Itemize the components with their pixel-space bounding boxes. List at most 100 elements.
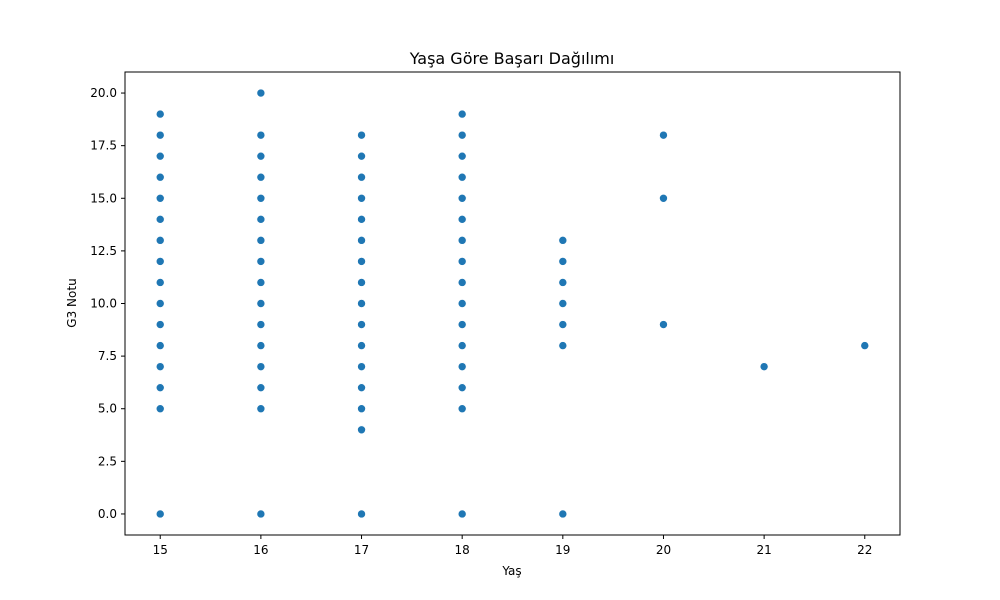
data-point-17-14 (357, 215, 366, 224)
data-point-19-8 (558, 341, 568, 350)
x-tick-label: 16 (253, 543, 268, 557)
x-tick-label: 17 (354, 543, 369, 557)
data-point-15-5 (155, 404, 165, 414)
data-point-15-10 (155, 299, 165, 308)
data-point-17-8 (357, 341, 366, 350)
data-point-16-14 (256, 215, 266, 224)
data-point-15-18 (155, 130, 165, 140)
data-point-20-15 (659, 193, 668, 203)
data-point-17-17 (357, 151, 366, 161)
data-point-16-15 (256, 193, 266, 203)
data-point-16-18 (256, 130, 266, 140)
data-point-19-10 (558, 299, 568, 308)
x-tick-label: 20 (656, 543, 671, 557)
data-point-17-12 (357, 257, 366, 266)
data-point-17-9 (357, 320, 366, 329)
x-tick-label: 19 (555, 543, 570, 557)
data-point-16-7 (256, 362, 266, 371)
y-tick-label: 0.0 (98, 507, 117, 521)
data-point-16-11 (256, 278, 266, 287)
data-point-19-12 (558, 257, 568, 266)
data-point-18-6 (457, 383, 467, 392)
x-axis: 15 16 17 18 19 20 21 22 (153, 535, 872, 557)
y-tick-label: 15.0 (90, 191, 117, 205)
chart-title: Yaşa Göre Başarı Dağılımı (409, 49, 615, 68)
y-tick-label: 2.5 (98, 454, 117, 468)
x-tick-label: 22 (857, 543, 872, 557)
data-point-22-8 (860, 341, 870, 350)
data-point-16-0 (256, 509, 266, 519)
data-point-15-14 (155, 215, 165, 224)
data-point-15-19 (155, 109, 165, 119)
data-point-19-0 (558, 509, 568, 519)
data-point-15-13 (155, 236, 165, 245)
x-tick-label: 18 (455, 543, 470, 557)
data-point-16-20 (256, 88, 266, 98)
y-tick-label: 12.5 (90, 244, 117, 258)
data-point-18-12 (457, 257, 467, 266)
x-tick-label: 21 (756, 543, 771, 557)
data-point-18-9 (457, 320, 467, 329)
x-tick-label: 15 (153, 543, 168, 557)
plot-frame (124, 71, 901, 536)
data-points (155, 88, 870, 519)
data-point-15-9 (155, 320, 165, 329)
data-point-19-11 (558, 278, 568, 287)
data-point-17-13 (357, 236, 366, 245)
data-point-17-7 (357, 362, 366, 371)
data-point-15-11 (155, 278, 165, 287)
data-point-17-10 (357, 299, 366, 308)
data-point-21-7 (759, 362, 769, 371)
data-point-15-15 (155, 193, 165, 203)
data-point-15-17 (155, 151, 165, 161)
data-point-17-11 (357, 278, 366, 287)
data-point-18-14 (457, 215, 467, 224)
data-point-15-12 (155, 257, 165, 266)
data-point-18-17 (457, 151, 467, 161)
data-point-16-8 (256, 341, 266, 350)
data-point-18-10 (457, 299, 467, 308)
data-point-18-8 (457, 341, 467, 350)
data-point-17-18 (357, 130, 366, 140)
y-axis: 0.0 2.5 5.0 7.5 10.0 12.5 15.0 17.5 20.0 (90, 86, 125, 521)
data-point-18-13 (457, 236, 467, 245)
data-point-16-9 (256, 320, 266, 329)
data-point-17-16 (357, 172, 366, 182)
data-point-17-6 (357, 383, 366, 392)
data-point-18-0 (457, 509, 467, 519)
data-point-15-8 (155, 341, 165, 350)
data-point-18-19 (457, 109, 467, 119)
data-point-18-11 (457, 278, 467, 287)
y-tick-label: 7.5 (98, 349, 117, 363)
data-point-15-0 (155, 509, 165, 519)
data-point-20-9 (659, 320, 668, 329)
x-axis-label: Yaş (501, 564, 521, 578)
data-point-16-12 (256, 257, 266, 266)
data-point-18-18 (457, 130, 467, 140)
data-point-16-17 (256, 151, 266, 161)
data-point-18-15 (457, 193, 467, 203)
data-point-16-16 (256, 172, 266, 182)
data-point-18-5 (457, 404, 467, 414)
data-point-15-16 (155, 172, 165, 182)
data-point-15-7 (155, 362, 165, 371)
data-point-19-9 (558, 320, 568, 329)
y-tick-label: 10.0 (90, 297, 117, 311)
data-point-16-10 (256, 299, 266, 308)
data-point-17-5 (357, 404, 366, 414)
data-point-15-6 (155, 383, 165, 392)
data-point-18-7 (457, 362, 467, 371)
y-axis-label: G3 Notu (65, 278, 79, 327)
data-point-16-6 (256, 383, 266, 392)
y-tick-label: 20.0 (90, 86, 117, 100)
y-tick-label: 5.0 (98, 402, 117, 416)
data-point-16-5 (256, 404, 266, 414)
data-point-16-13 (256, 236, 266, 245)
data-point-17-0 (357, 509, 366, 519)
y-tick-label: 17.5 (90, 139, 117, 153)
data-point-19-13 (558, 236, 568, 245)
data-point-20-18 (659, 130, 668, 140)
data-point-18-16 (457, 172, 467, 182)
